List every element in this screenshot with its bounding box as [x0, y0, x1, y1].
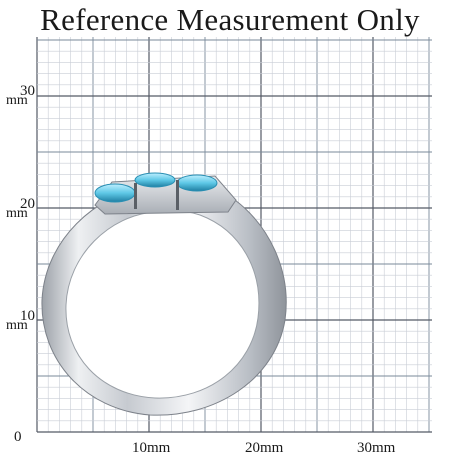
gem-right — [176, 174, 218, 192]
ring-inner-hole — [65, 210, 260, 399]
gem-center — [134, 172, 176, 188]
prong-gap-2 — [176, 180, 179, 210]
origin-label: 0 — [14, 429, 22, 445]
x-label-10mm: 10mm — [132, 440, 171, 456]
y-label-20-value: 20 — [20, 196, 35, 212]
gem-left — [94, 183, 136, 203]
y-label-30-value: 30 — [20, 83, 35, 99]
y-label-10-unit: mm — [6, 318, 28, 333]
y-label-20-unit: mm — [6, 206, 28, 221]
prong-gap-1 — [134, 183, 137, 209]
y-label-30-unit: mm — [6, 93, 28, 108]
x-label-30mm: 30mm — [357, 440, 396, 456]
ring-illustration — [41, 172, 287, 416]
x-label-20mm: 20mm — [245, 440, 284, 456]
y-label-10-value: 10 — [20, 308, 35, 324]
page-title: Reference Measurement Only — [40, 2, 420, 37]
